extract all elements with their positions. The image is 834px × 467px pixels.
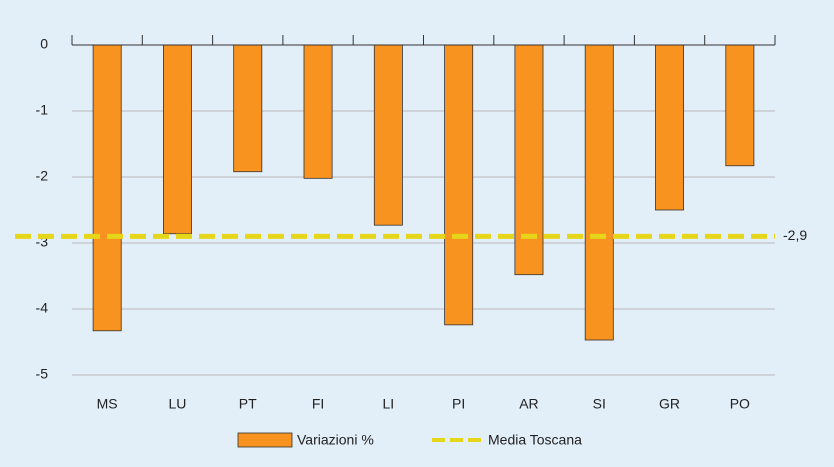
bar bbox=[655, 44, 685, 211]
bar bbox=[92, 44, 122, 332]
bar bbox=[303, 44, 333, 179]
x-tick-label: FI bbox=[312, 396, 324, 412]
bar bbox=[584, 44, 614, 341]
y-tick-label: -2 bbox=[36, 168, 49, 184]
x-tick-label: AR bbox=[519, 396, 538, 412]
bar bbox=[514, 44, 544, 276]
y-tick-label: -5 bbox=[36, 366, 49, 382]
y-tick-label: -4 bbox=[36, 300, 49, 316]
y-tick-label: -1 bbox=[36, 102, 49, 118]
x-tick-label: MS bbox=[97, 396, 118, 412]
x-tick-label: PO bbox=[730, 396, 750, 412]
x-tick-label: PT bbox=[239, 396, 257, 412]
bar bbox=[373, 44, 403, 226]
x-tick-label: PI bbox=[452, 396, 465, 412]
bar bbox=[162, 44, 192, 235]
x-tick-label: LI bbox=[383, 396, 395, 412]
legend-label: Media Toscana bbox=[488, 432, 582, 448]
average-label: -2,9 bbox=[783, 227, 807, 243]
x-tick-label: SI bbox=[593, 396, 606, 412]
bar bbox=[233, 44, 263, 173]
y-tick-label: 0 bbox=[40, 36, 48, 52]
bar bbox=[725, 44, 755, 167]
x-tick-label: GR bbox=[659, 396, 680, 412]
x-tick-label: LU bbox=[168, 396, 186, 412]
legend-swatch bbox=[237, 432, 293, 448]
legend-label: Variazioni % bbox=[297, 432, 374, 448]
bar bbox=[444, 44, 474, 326]
